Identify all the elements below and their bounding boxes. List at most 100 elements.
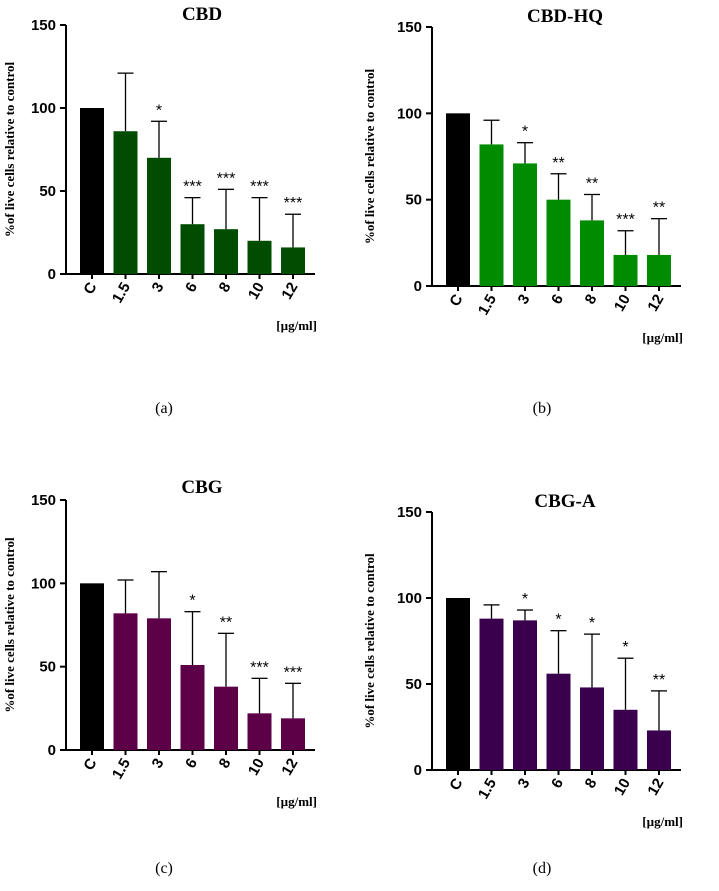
x-tick-label: 3 [515, 776, 534, 792]
y-tick-label: 50 [405, 676, 422, 693]
y-tick-label: 150 [31, 17, 56, 34]
y-tick-label: 50 [405, 192, 422, 209]
x-tick-label: 10 [245, 756, 268, 779]
x-tick-label: 1.5 [475, 776, 500, 803]
significance-marker: *** [616, 212, 635, 229]
bar-12 [281, 718, 305, 750]
bar-1.5 [479, 618, 504, 770]
panel-label: (b) [533, 400, 552, 417]
bar-6 [180, 224, 205, 274]
x-tick-label: 6 [182, 756, 201, 772]
bar-8 [214, 686, 238, 750]
significance-marker: *** [250, 179, 269, 196]
chart-svg-a: CBD %of live cells relative to control 0 50… [2, 4, 317, 417]
x-tick-label: C [80, 755, 100, 773]
significance-marker: ** [220, 614, 232, 631]
x-tick-label: C [446, 291, 466, 309]
bar-10 [613, 709, 638, 770]
y-tick-label: 100 [31, 575, 56, 592]
significance-marker: * [622, 639, 628, 656]
bar-1.5 [113, 613, 138, 750]
chart-title: CBG [181, 477, 222, 498]
bar-6 [180, 665, 205, 750]
bar-6 [546, 673, 571, 770]
x-tick-label: 3 [515, 292, 534, 308]
y-axis-label: %of live cells relative to control [2, 61, 17, 237]
bar-1.5 [113, 131, 138, 274]
x-unit-label: [µg/ml] [276, 318, 317, 333]
x-tick-label: 6 [548, 776, 567, 792]
y-axis-label: %of live cells relative to control [362, 68, 377, 244]
x-tick-label: 1.5 [109, 756, 134, 783]
bar-1.5 [479, 144, 504, 286]
x-tick-label: 1.5 [109, 280, 134, 307]
x-tick-label: 10 [611, 776, 634, 799]
x-tick-label: 6 [182, 280, 201, 296]
significance-marker: *** [250, 659, 269, 676]
x-tick-label: 1.5 [475, 292, 500, 319]
significance-marker: ** [653, 672, 665, 689]
bar-3 [147, 157, 171, 274]
x-unit-label: [µg/ml] [642, 330, 683, 345]
y-tick-label: 50 [39, 183, 56, 200]
bar-12 [647, 730, 671, 770]
bar-10 [613, 254, 638, 286]
x-tick-label: 12 [278, 280, 301, 303]
significance-marker: ** [653, 200, 665, 217]
x-tick-label: 12 [644, 776, 667, 799]
bar-C [446, 598, 470, 770]
significance-marker: ** [552, 155, 564, 172]
chart-panel-a: CBD %of live cells relative to control 0 50… [0, 0, 360, 443]
chart-panel-c: CBG %of live cells relative to control 0 50… [0, 443, 360, 886]
y-tick-label: 150 [31, 492, 56, 509]
chart-panel-d: CBG-A %of live cells relative to control 0… [360, 443, 719, 886]
bar-8 [580, 220, 604, 286]
x-tick-label: 3 [149, 756, 168, 772]
x-tick-label: 3 [149, 280, 168, 296]
panel-label: (d) [533, 860, 552, 877]
x-tick-label: 12 [278, 756, 301, 779]
chart-panel-b: CBD-HQ %of live cells relative to control… [360, 0, 719, 443]
x-tick-label: 8 [216, 756, 235, 772]
significance-marker: *** [183, 179, 202, 196]
chart-svg-b: CBD-HQ %of live cells relative to control… [362, 6, 683, 417]
x-tick-label: 8 [582, 292, 601, 308]
significance-marker: *** [284, 664, 303, 681]
bar-6 [546, 199, 571, 286]
significance-marker: * [555, 612, 561, 629]
chart-svg-c: CBG %of live cells relative to control 0 50… [2, 477, 317, 877]
bar-10 [247, 713, 272, 750]
bar-10 [247, 240, 272, 274]
significance-marker: * [156, 102, 162, 119]
y-tick-label: 150 [397, 504, 422, 521]
chart-svg-d: CBG-A %of live cells relative to control 0… [362, 491, 683, 877]
y-axis-label: %of live cells relative to control [2, 537, 17, 713]
x-tick-label: 10 [611, 292, 634, 315]
y-tick-label: 100 [397, 590, 422, 607]
x-tick-label: C [446, 775, 466, 793]
significance-marker: *** [284, 195, 303, 212]
y-tick-label: 50 [39, 659, 56, 676]
significance-marker: *** [217, 170, 236, 187]
x-unit-label: [µg/ml] [276, 794, 317, 809]
chart-title: CBG-A [534, 491, 596, 512]
chart-title: CBD-HQ [527, 6, 603, 27]
bar-12 [647, 254, 671, 286]
y-axis-label: %of live cells relative to control [362, 553, 377, 729]
significance-marker: * [589, 615, 595, 632]
x-tick-label: 10 [245, 280, 268, 303]
panel-label: (a) [155, 400, 173, 417]
bar-C [80, 108, 104, 274]
significance-marker: * [189, 593, 195, 610]
bar-C [446, 113, 470, 286]
x-tick-label: 8 [216, 280, 235, 296]
y-tick-label: 0 [48, 266, 56, 283]
y-tick-label: 100 [31, 100, 56, 117]
y-tick-label: 100 [397, 105, 422, 122]
bar-C [80, 583, 104, 750]
x-tick-label: C [80, 279, 100, 297]
chart-title: CBD [182, 4, 222, 25]
x-tick-label: 8 [582, 776, 601, 792]
significance-marker: * [522, 124, 528, 141]
bar-8 [214, 229, 238, 274]
